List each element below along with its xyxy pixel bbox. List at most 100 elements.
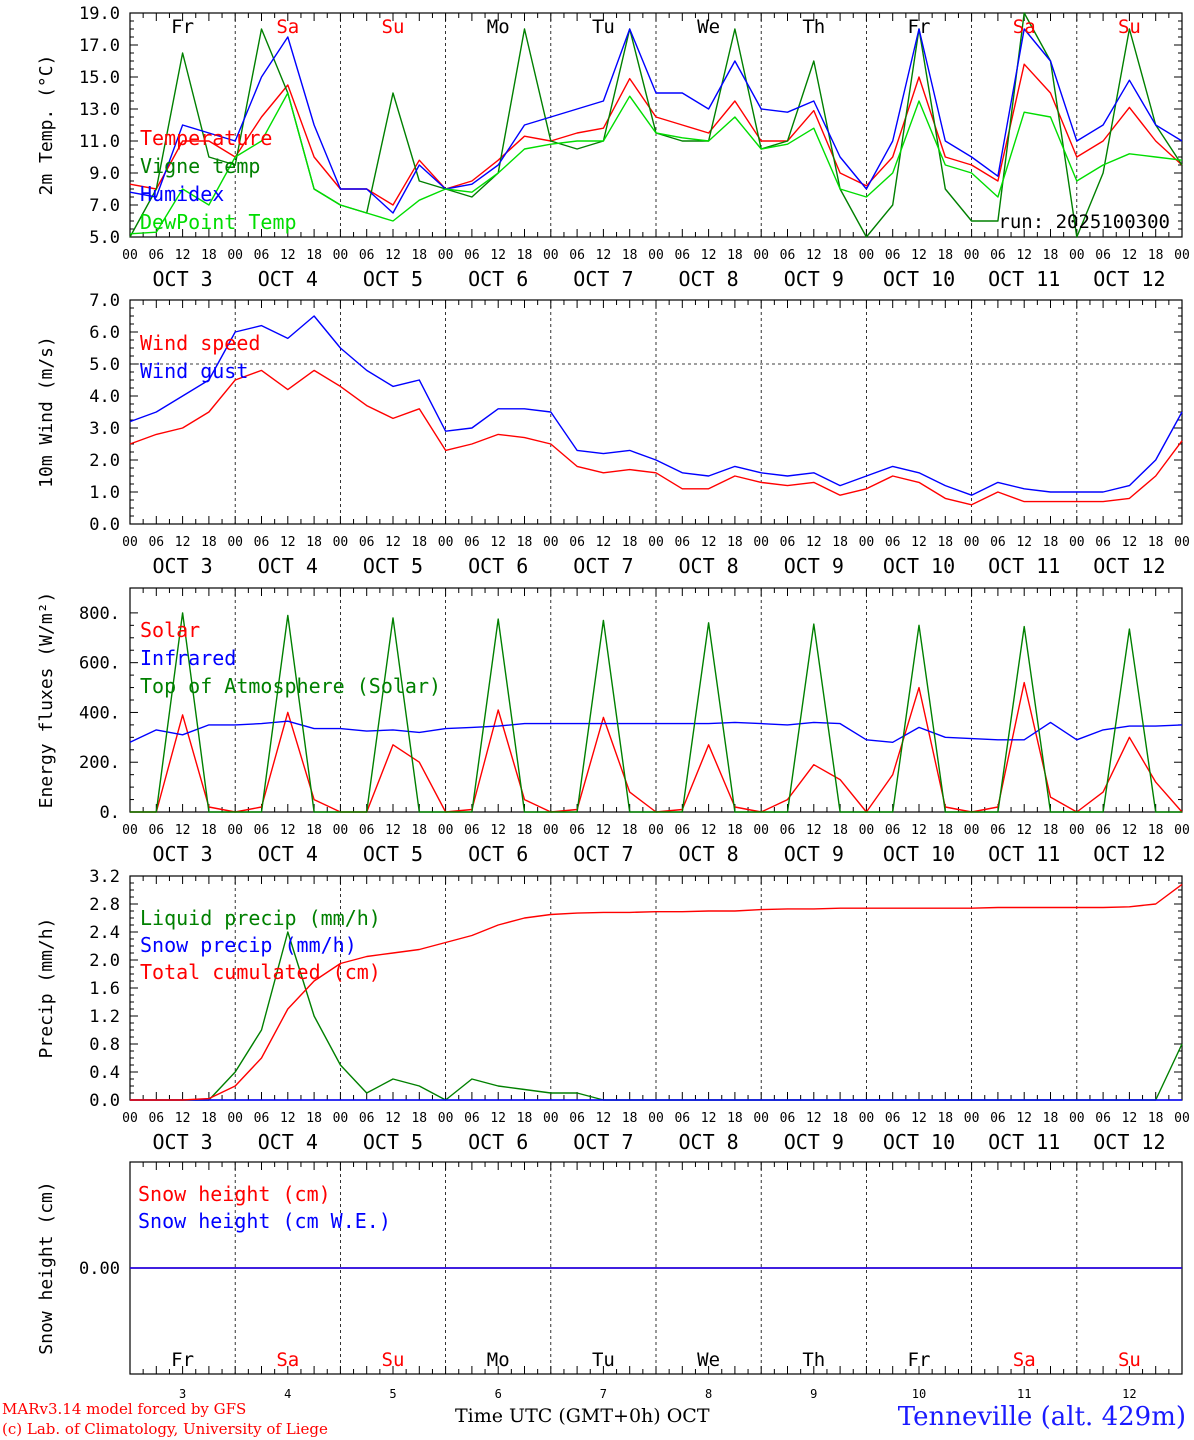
hour-label: 06 [254, 1111, 270, 1126]
hour-label: 00 [438, 823, 454, 838]
hour-label: 18 [201, 248, 217, 263]
hour-label: 12 [175, 823, 191, 838]
hour-label: 18 [306, 823, 322, 838]
date-label: OCT 12 [1093, 1130, 1165, 1154]
y-tick-label: 2.8 [89, 895, 120, 915]
hour-label: 06 [1095, 823, 1111, 838]
series-line-wind-gust [129, 315, 1183, 496]
series-line-total-cumulated-cm- [130, 883, 1183, 1101]
hour-label: 00 [333, 823, 349, 838]
hour-label: 18 [937, 1111, 953, 1126]
hour-label: 18 [411, 248, 427, 263]
hour-label: 18 [727, 823, 743, 838]
hour-label: 06 [464, 1111, 480, 1126]
hour-label: 06 [359, 248, 375, 263]
time-axis-label: Time UTC (GMT+0h) OCT [455, 1405, 710, 1427]
y-tick-label: 0.00 [79, 1259, 120, 1279]
hour-label: 00 [964, 248, 980, 263]
hour-label: 18 [727, 1111, 743, 1126]
hour-label: 12 [911, 535, 927, 550]
hour-label: 00 [1069, 1111, 1085, 1126]
series-line-vigne-temp [129, 12, 1183, 238]
y-tick-label: 2.0 [89, 451, 120, 471]
hour-label: 00 [122, 1111, 138, 1126]
model-credit: MARv3.14 model forced by GFS [2, 1400, 247, 1418]
series-line-wind-speed [129, 369, 1183, 506]
hour-label: 12 [385, 535, 401, 550]
hour-label: 06 [148, 1111, 164, 1126]
legend-entry: Wind speed [140, 331, 260, 355]
y-tick-label: 2.4 [89, 923, 120, 943]
hour-label: 18 [1043, 248, 1059, 263]
hour-label: 18 [201, 823, 217, 838]
date-label: OCT 12 [1093, 267, 1165, 291]
hour-label: 00 [1069, 248, 1085, 263]
plot-frame [129, 12, 1183, 238]
hour-label: 18 [1043, 823, 1059, 838]
date-label: OCT 5 [363, 267, 423, 291]
hour-label: 12 [806, 535, 822, 550]
hour-label: 12 [385, 1111, 401, 1126]
day-label: Tu [592, 16, 615, 38]
y-tick-label: 1.2 [89, 1007, 120, 1027]
hour-label: 06 [885, 823, 901, 838]
y-axis-label: Energy fluxes (W/m²) [36, 592, 57, 809]
y-tick-label: 13.0 [79, 100, 120, 120]
date-label: OCT 4 [258, 842, 318, 866]
hour-label: 00 [543, 248, 559, 263]
hour-label: 18 [727, 535, 743, 550]
hour-label: 12 [596, 535, 612, 550]
date-label: OCT 5 [363, 554, 423, 578]
date-label: OCT 5 [363, 1130, 423, 1154]
date-label: OCT 5 [363, 842, 423, 866]
date-label: OCT 12 [1093, 554, 1165, 578]
hour-label: 00 [438, 535, 454, 550]
hour-label: 12 [1016, 1111, 1032, 1126]
date-label: OCT 9 [784, 842, 844, 866]
hour-label: 06 [148, 535, 164, 550]
hour-label: 12 [1016, 823, 1032, 838]
hour-label: 18 [1148, 535, 1164, 550]
y-axis-label: Snow height (cm) [36, 1181, 57, 1354]
hour-label: 00 [1174, 248, 1190, 263]
date-label: OCT 8 [678, 842, 738, 866]
hour-label: 18 [306, 535, 322, 550]
hour-label: 06 [990, 1111, 1006, 1126]
hour-label: 00 [1174, 535, 1190, 550]
hour-label: 06 [569, 1111, 585, 1126]
y-tick-label: 0. [100, 803, 120, 823]
hour-label: 06 [885, 248, 901, 263]
date-label: OCT 11 [988, 554, 1060, 578]
date-label: OCT 3 [152, 1130, 212, 1154]
date-label: OCT 6 [468, 1130, 528, 1154]
hour-label: 18 [937, 248, 953, 263]
hour-label: 18 [832, 1111, 848, 1126]
date-label: OCT 10 [883, 554, 955, 578]
date-label: OCT 4 [258, 1130, 318, 1154]
legend-entry: Vigne temp [140, 154, 260, 178]
y-tick-label: 0.8 [89, 1035, 120, 1055]
date-label: OCT 6 [468, 267, 528, 291]
hour-label: 00 [859, 535, 875, 550]
hour-label: 18 [306, 248, 322, 263]
hour-label: 18 [1148, 1111, 1164, 1126]
hour-label: 06 [148, 248, 164, 263]
hour-label: 00 [227, 823, 243, 838]
hour-label: 12 [280, 823, 296, 838]
hour-label: 00 [753, 248, 769, 263]
y-tick-label: 0.0 [89, 1091, 120, 1111]
date-label: OCT 6 [468, 554, 528, 578]
hour-label: 12 [490, 248, 506, 263]
date-label: OCT 11 [988, 1130, 1060, 1154]
date-label: OCT 9 [784, 554, 844, 578]
series-line-infrared [129, 720, 1183, 743]
day-number: 5 [389, 1387, 396, 1400]
y-tick-label: 2.0 [89, 951, 120, 971]
hour-label: 12 [596, 1111, 612, 1126]
hour-label: 18 [937, 535, 953, 550]
hour-label: 06 [674, 535, 690, 550]
day-label: Sa [1013, 16, 1036, 38]
hour-label: 00 [122, 535, 138, 550]
hour-label: 00 [1069, 823, 1085, 838]
y-tick-label: 9.0 [89, 164, 120, 184]
